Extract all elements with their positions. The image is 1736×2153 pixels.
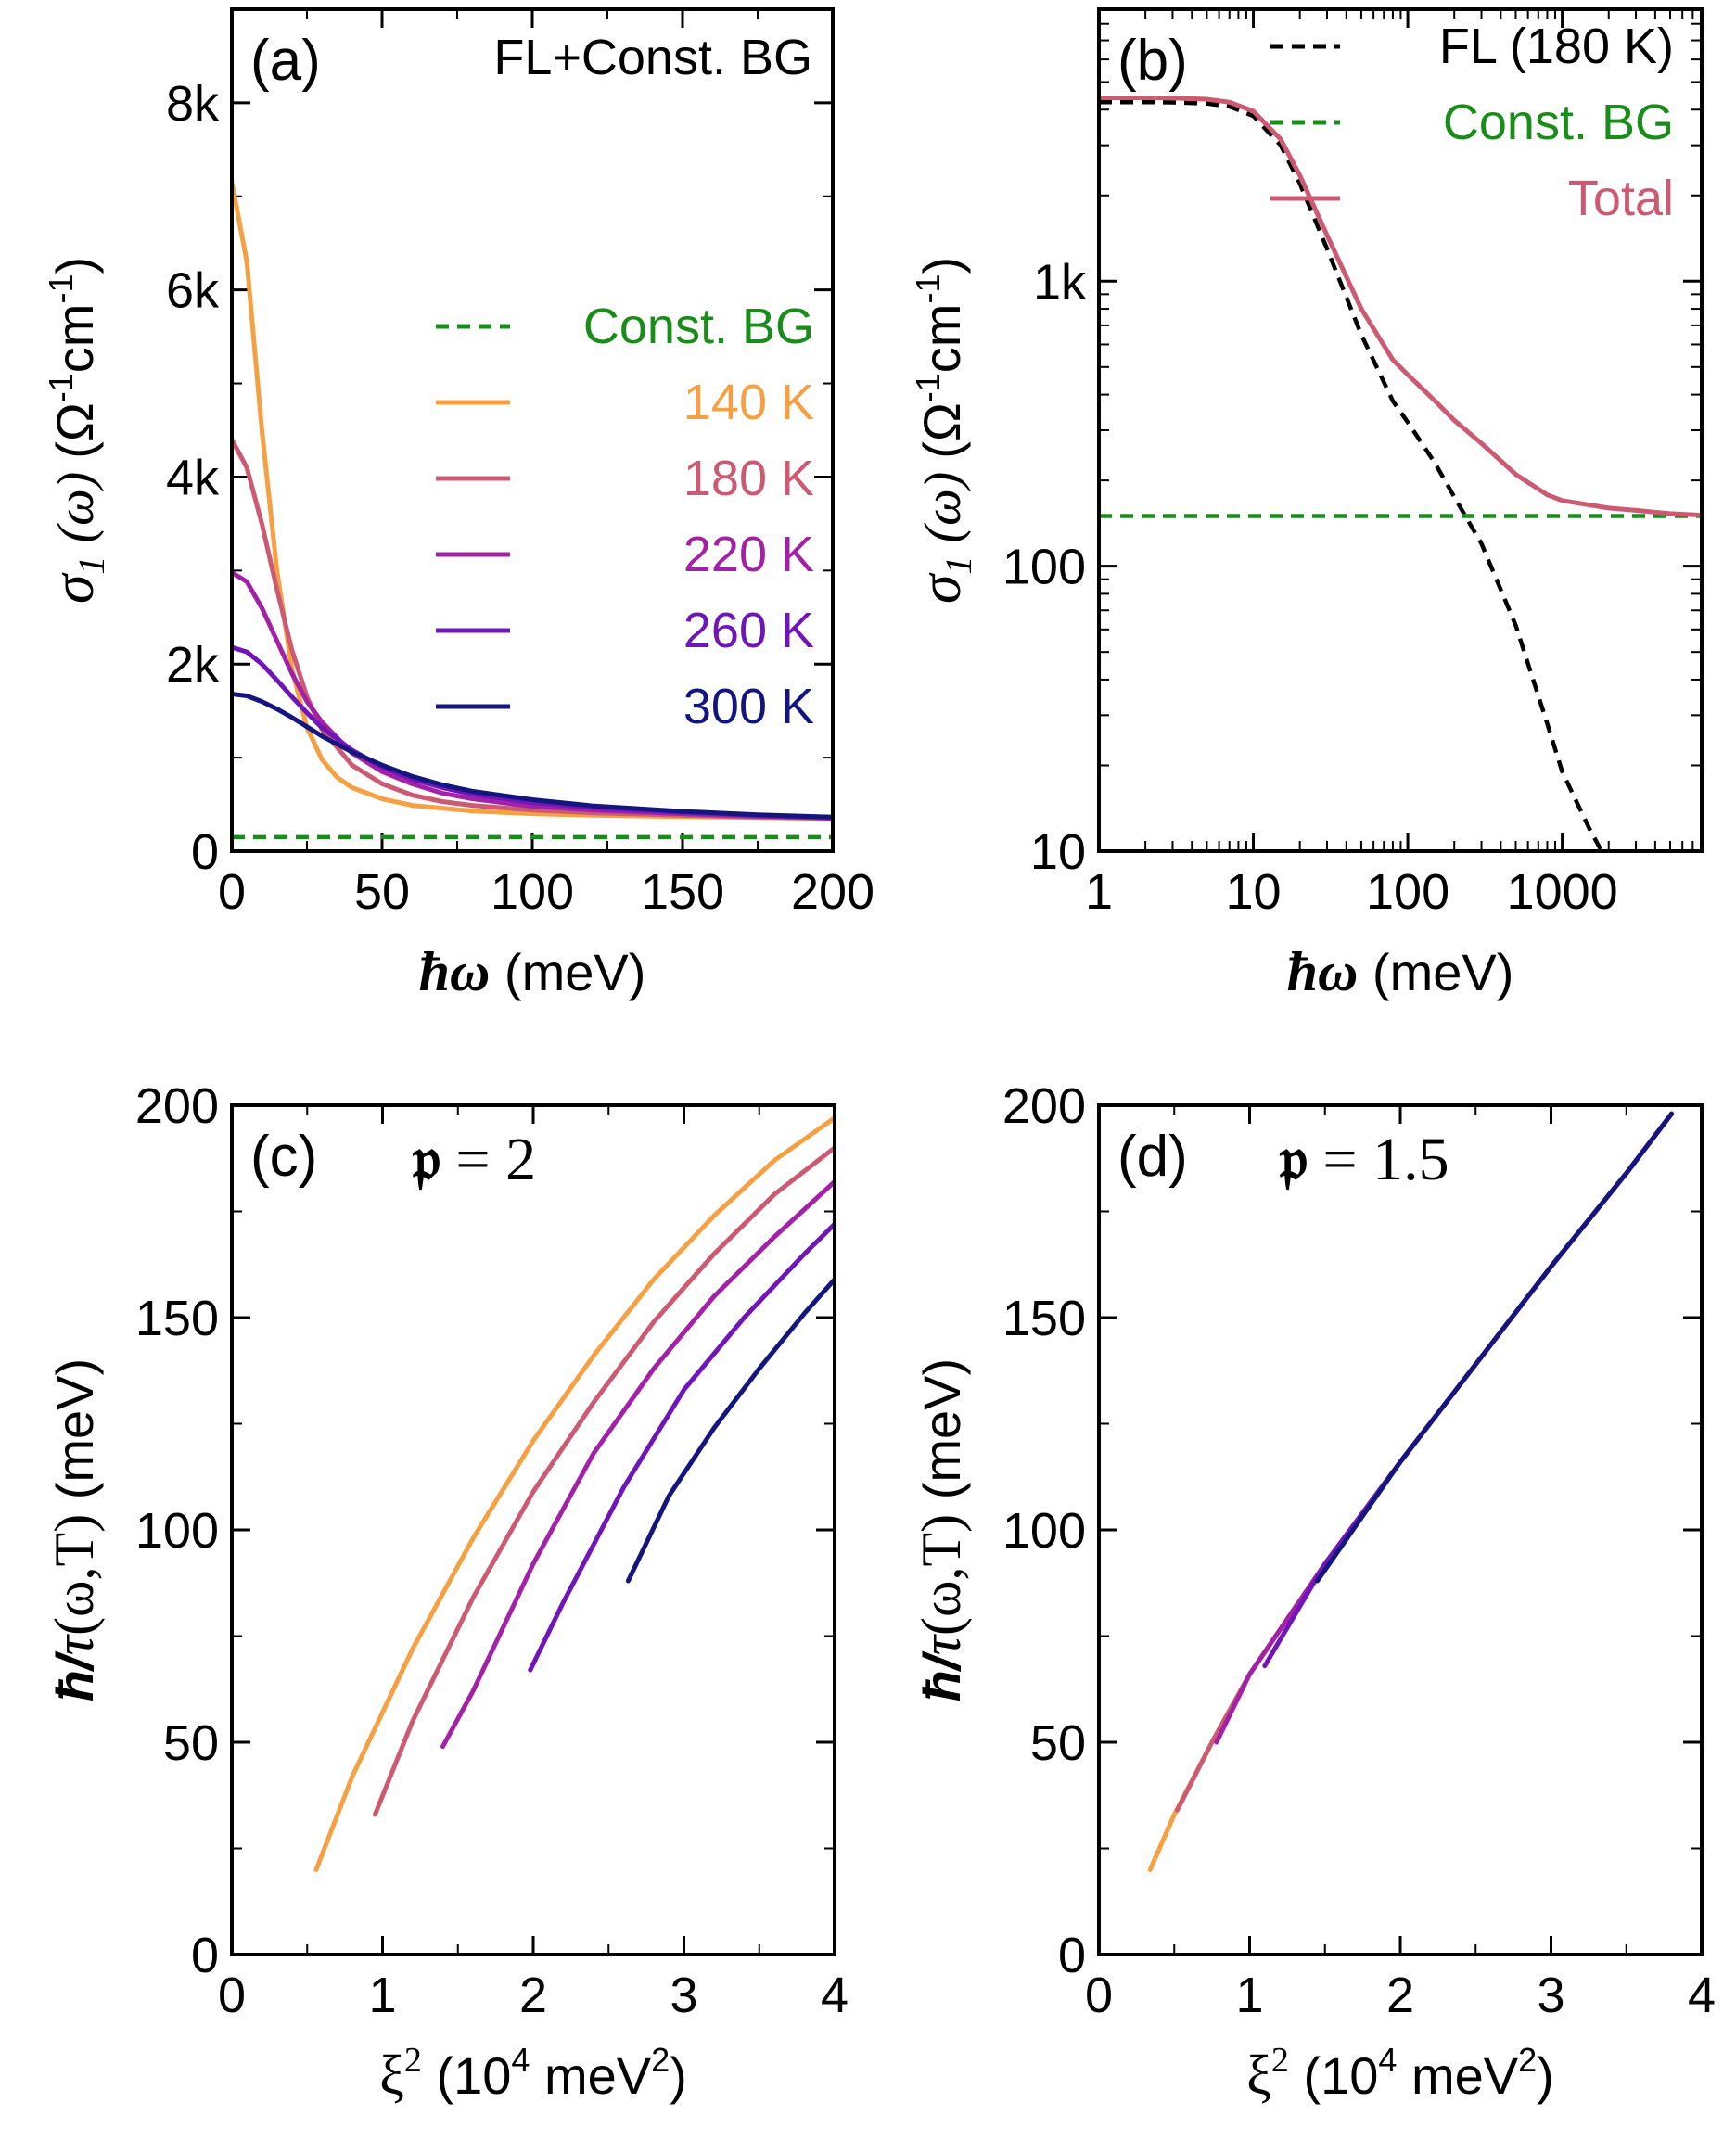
x-axis-label: ħω (meV) [419, 941, 646, 1002]
x-tick-label: 2 [1386, 1968, 1414, 2023]
y-tick-label: 6k [166, 263, 220, 319]
legend-label: 300 K [683, 679, 814, 734]
panel-c: 0 1 2 3 4 0 50 100 150 200 (c) ħ/τ(ω,T) (meV) ξ2 (10… [44, 1078, 849, 2106]
series-line-fl-180-k- [1099, 99, 1604, 851]
series-line-180-k [1175, 1111, 1674, 1813]
y-tick-label: 0 [1058, 1928, 1086, 1983]
x-tick-label: 1000 [1507, 864, 1618, 920]
y-axis-label: σ1 (ω) (Ω-1cm-1) [40, 257, 112, 604]
x-tick-label: 0 [218, 864, 246, 920]
legend-label: 260 K [683, 603, 814, 658]
x-tick-label: 100 [1366, 864, 1449, 920]
y-tick-label: 100 [1002, 540, 1086, 595]
x-tick-label: 3 [1537, 1968, 1564, 2023]
y-tick-label: 50 [1030, 1715, 1086, 1771]
y-tick-label: 0 [191, 824, 219, 880]
y-tick-label: 50 [163, 1715, 219, 1771]
panel-label: (d) [1117, 1125, 1188, 1189]
x-tick-label: 100 [491, 864, 574, 920]
legend-label: Total [1568, 171, 1674, 226]
y-axis-label: ħ/τ(ω,T) (meV) [911, 1358, 972, 1701]
panel-a: 0 50 100 150 200 0 2k 4k 6k 8k (a) σ1 (ω) (Ω-1cm-1)… [40, 7, 874, 1002]
x-tick-label: 50 [354, 864, 410, 920]
x-axis-label: ξ2 (104 meV2) [379, 2041, 687, 2106]
x-tick-label: 2 [519, 1968, 547, 2023]
y-tick-label: 10 [1030, 824, 1086, 880]
y-tick-label: 200 [1002, 1078, 1086, 1134]
legend-label: 180 K [683, 451, 814, 506]
exponent-annotation: 𝔭 = 2 [412, 1126, 536, 1193]
series-line-260-k [528, 1221, 835, 1673]
x-tick-label: 0 [1085, 1968, 1113, 2023]
panel-label: (b) [1117, 29, 1188, 93]
panel-d: 0 1 2 3 4 0 50 100 150 200 (d) ħ/τ(ω,T) (meV) ξ2 (10… [911, 1078, 1716, 2106]
y-tick-label: 100 [1002, 1503, 1086, 1559]
y-tick-label: 150 [1002, 1291, 1086, 1346]
y-tick-label: 0 [191, 1928, 219, 1983]
plot-frame [230, 7, 835, 853]
x-tick-label: 1 [1235, 1968, 1263, 2023]
series-line-260-k [1262, 1111, 1674, 1669]
legend-b: FL (180 K) Const. BG Total [1270, 19, 1674, 226]
y-tick-label: 100 [135, 1503, 219, 1559]
y-tick-label: 4k [166, 450, 220, 505]
y-axis-label: ħ/τ(ω,T) (meV) [44, 1358, 105, 1701]
chart-title: FL+Const. BG [493, 30, 812, 85]
panel-label: (a) [250, 29, 321, 93]
series-line-300-k [1315, 1111, 1674, 1584]
axis-ticks-c: 0 1 2 3 4 0 50 100 150 200 [135, 1078, 849, 2023]
legend-label: Const. BG [583, 299, 814, 354]
series-line-140-k [313, 1115, 835, 1872]
y-tick-label: 1k [1033, 254, 1087, 310]
legend-label: 140 K [683, 375, 814, 430]
y-tick-label: 200 [135, 1078, 219, 1134]
x-tick-label: 150 [641, 864, 724, 920]
y-tick-label: 8k [166, 76, 220, 132]
x-tick-label: 0 [218, 1968, 246, 2023]
series-group-d [1147, 1111, 1674, 1872]
axis-ticks-d: 0 1 2 3 4 0 50 100 150 200 [1002, 1078, 1716, 2023]
x-tick-label: 200 [791, 864, 874, 920]
x-tick-label: 1 [368, 1968, 396, 2023]
y-tick-label: 2k [166, 637, 220, 693]
x-tick-label: 1 [1085, 864, 1113, 920]
series-line-180-k [232, 437, 833, 822]
y-axis-label: σ1 (ω) (Ω-1cm-1) [907, 257, 979, 604]
panel-label: (c) [250, 1125, 317, 1189]
x-tick-label: 10 [1225, 864, 1281, 920]
x-tick-label: 4 [1688, 1968, 1716, 2023]
legend-label: 220 K [683, 527, 814, 582]
series-line-300-k [625, 1277, 835, 1584]
exponent-annotation: 𝔭 = 1.5 [1279, 1126, 1449, 1193]
x-axis-label: ξ2 (104 meV2) [1246, 2041, 1554, 2106]
plot-frame [230, 1103, 836, 1956]
series-line-total [1099, 96, 1702, 518]
y-tick-label: 150 [135, 1291, 219, 1346]
legend-a: Const. BG 140 K 180 K 220 K 260 K 300 K [436, 299, 814, 734]
series-group-c [313, 1115, 835, 1872]
x-tick-label: 4 [821, 1968, 849, 2023]
series-line-300-k [232, 692, 833, 820]
x-tick-label: 3 [670, 1968, 697, 2023]
series-line-180-k [372, 1145, 835, 1817]
series-line-220-k [1214, 1111, 1674, 1745]
x-axis-label: ħω (meV) [1287, 941, 1514, 1002]
series-group-b [1099, 96, 1702, 851]
legend-label: FL (180 K) [1439, 19, 1674, 74]
plot-frame [1097, 7, 1704, 853]
series-line-220-k [440, 1178, 835, 1750]
series-line-140-k [1147, 1111, 1674, 1872]
plot-frame [1097, 1103, 1704, 1956]
series-group-a [232, 180, 833, 840]
axis-ticks-a: 0 50 100 150 200 0 2k 4k 6k 8k [166, 8, 874, 920]
legend-label: Const. BG [1443, 95, 1674, 150]
